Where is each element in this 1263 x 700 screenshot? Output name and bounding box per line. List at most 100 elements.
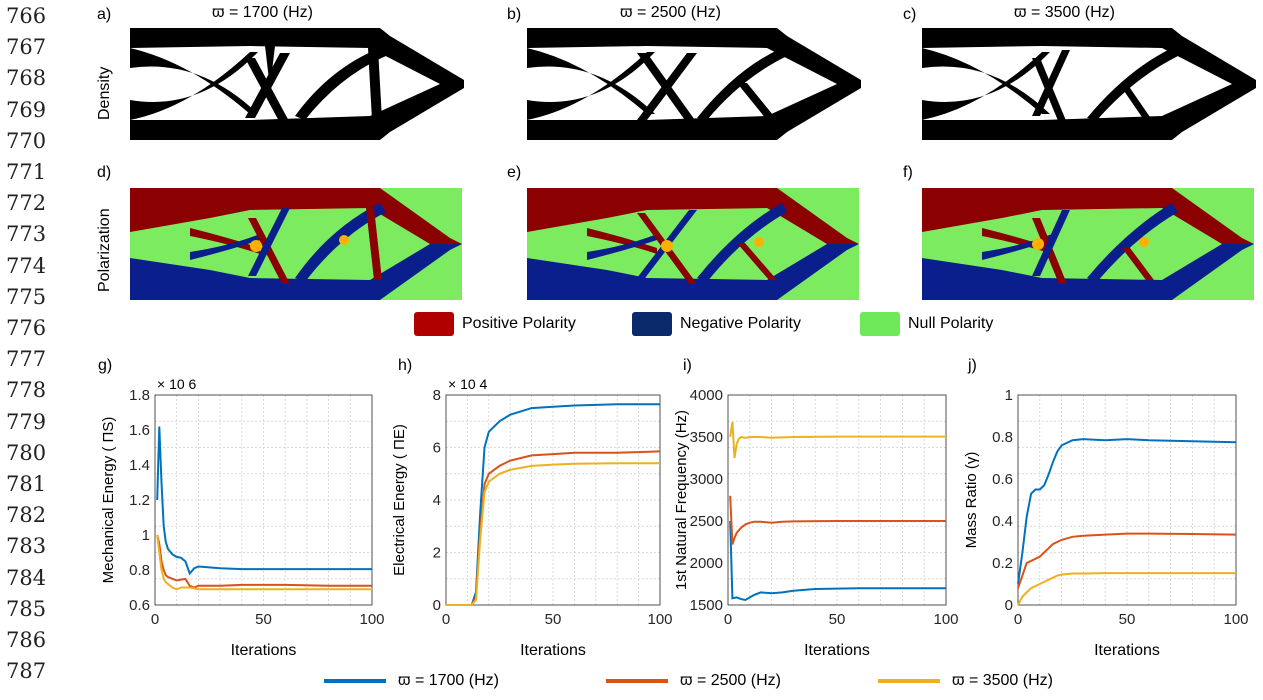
title-omega-3500: ϖ = 3500 (Hz) [1014, 4, 1115, 21]
axes-box [445, 394, 661, 606]
title-omega-2500: ϖ = 2500 (Hz) [620, 4, 721, 21]
panel-label-a: a) [97, 6, 112, 23]
y-tick-label: 1.8 [129, 387, 150, 404]
density-image-3500 [922, 28, 1256, 140]
x-tick-label: 0 [151, 611, 159, 628]
series-legend-3500: ϖ = 3500 (Hz) [878, 672, 1053, 690]
line-number: 773 [6, 222, 47, 247]
series-label-1700: ϖ = 1700 (Hz) [398, 672, 499, 689]
line-number: 778 [6, 378, 47, 403]
series-legend-2500: ϖ = 2500 (Hz) [606, 672, 781, 690]
row-label-density: Density [96, 66, 113, 120]
line-number: 784 [6, 565, 47, 590]
line-number: 768 [6, 66, 47, 91]
series-line-1 [1017, 532, 1237, 589]
polarization-image-3500 [922, 188, 1254, 300]
y-tick-label: 1500 [690, 597, 723, 614]
panel-label-b: b) [507, 6, 522, 23]
series-line-2500 [606, 679, 668, 683]
legend-label-positive: Positive Polarity [462, 315, 576, 332]
legend-label-null: Null Polarity [908, 315, 994, 332]
panel-label-d: d) [97, 164, 112, 181]
x-tick-label: 50 [545, 611, 562, 628]
series-line-1 [156, 534, 372, 589]
y-tick-label: 1 [142, 527, 150, 544]
y-tick-label: 1 [1005, 387, 1013, 404]
legend-negative-polarity: Negative Polarity [632, 312, 801, 336]
series-line-2 [729, 421, 946, 459]
series-line-0 [1017, 438, 1237, 585]
y-tick-label: 1.2 [129, 492, 150, 509]
series-line-0 [729, 520, 946, 602]
x-axis-label: Iterations [231, 642, 297, 659]
convergence-charts: 0.60.811.21.41.61.80 50 100IterationsMecha… [98, 357, 1249, 659]
swatch-positive [414, 312, 454, 336]
chart-h: 0 2 4 6 8 0 50 100 Iterations Electrical Energy (… [391, 357, 673, 659]
series-legend-1700: ϖ = 1700 (Hz) [324, 672, 499, 690]
y-tick-label: 4 [433, 492, 441, 509]
y-tick-label: 0.2 [992, 555, 1013, 572]
series-label-3500: ϖ = 3500 (Hz) [952, 672, 1053, 689]
line-number: 770 [6, 128, 47, 153]
y-tick-label: 1.4 [129, 457, 150, 474]
axes-box [727, 394, 947, 606]
chart-i: 1500 2000 2500 3000 3500 4000 0 50 100 Iterations… [673, 357, 959, 659]
x-tick-label: 0 [1014, 611, 1022, 628]
polarization-image-1700 [130, 188, 462, 300]
y-tick-label: 0.6 [992, 471, 1013, 488]
chart-g: 0.6 0.8 1 1.2 1.4 1.6 1.8 0 50 100 Iterations Mecha… [98, 357, 385, 659]
density-image-1700 [130, 28, 464, 140]
legend-null-polarity: Null Polarity [860, 312, 993, 336]
polarization-image-2500 [527, 188, 859, 300]
line-number: 779 [6, 409, 47, 434]
line-number: 780 [6, 440, 47, 465]
y-tick-label: 0.6 [129, 597, 150, 614]
line-number: 787 [6, 659, 47, 684]
x-tick-label: 100 [1223, 611, 1248, 628]
line-number: 767 [6, 35, 47, 60]
line-number: 786 [6, 628, 47, 652]
y-axis-label: Electrical Energy ( ΠE) [391, 424, 408, 576]
line-number: 774 [6, 253, 47, 278]
series-label-2500: ϖ = 2500 (Hz) [680, 672, 781, 689]
panel-label: i) [683, 357, 692, 374]
x-tick-label: 0 [442, 611, 450, 628]
series-line-2 [446, 462, 660, 606]
line-number: 775 [6, 284, 47, 309]
line-number: 785 [6, 596, 47, 621]
series-line-3500 [878, 679, 940, 683]
x-axis-label: Iterations [520, 642, 586, 659]
swatch-negative [632, 312, 672, 336]
row-label-polarization: Polarization [96, 208, 113, 292]
series-line-1 [729, 495, 946, 545]
x-axis-label: Iterations [1094, 642, 1160, 659]
axes-box [154, 394, 373, 606]
x-tick-label: 0 [724, 611, 732, 628]
line-number: 771 [6, 160, 47, 184]
panel-label-f: f) [903, 164, 913, 181]
x-tick-label: 100 [647, 611, 672, 628]
swatch-null [860, 312, 900, 336]
panel-label: g) [98, 357, 112, 374]
series-line-2 [1017, 572, 1236, 606]
x-tick-label: 50 [1119, 611, 1136, 628]
x-axis-label: Iterations [804, 642, 870, 659]
legend-label-negative: Negative Polarity [680, 315, 801, 332]
y-tick-label: 0.8 [992, 429, 1013, 446]
line-number: 776 [6, 316, 47, 340]
y-tick-label: 2500 [690, 513, 723, 530]
y-tick-label: 3500 [690, 429, 723, 446]
axis-exponent: × 10 6 [157, 376, 197, 392]
axes-box [1017, 394, 1237, 606]
y-tick-label: 2000 [690, 555, 723, 572]
panel-label: j) [967, 357, 977, 374]
y-tick-label: 1.6 [129, 422, 150, 439]
line-number: 766 [6, 4, 47, 28]
y-axis-label: 1st Natural Frequency (Hz) [673, 410, 690, 590]
panel-label: h) [398, 357, 412, 374]
legend-positive-polarity: Positive Polarity [414, 312, 576, 336]
line-number: 772 [6, 191, 47, 216]
series-line-2 [156, 534, 372, 591]
series-line-1700 [324, 679, 386, 683]
line-number: 769 [6, 97, 47, 122]
